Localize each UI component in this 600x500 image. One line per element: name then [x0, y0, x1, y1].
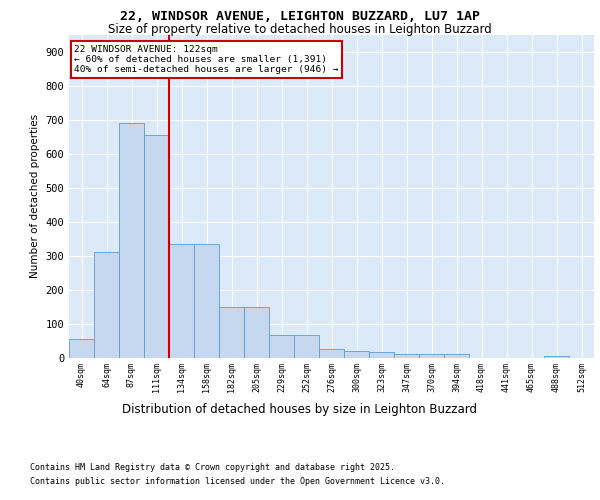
Bar	[394, 354, 419, 358]
Bar	[319, 349, 344, 358]
Bar	[344, 350, 369, 358]
Text: Contains public sector information licensed under the Open Government Licence v3: Contains public sector information licen…	[30, 478, 445, 486]
Bar	[269, 336, 294, 357]
Y-axis label: Number of detached properties: Number of detached properties	[30, 114, 40, 278]
Bar	[294, 336, 319, 357]
Bar	[119, 124, 144, 358]
Bar	[144, 135, 169, 358]
Text: Distribution of detached houses by size in Leighton Buzzard: Distribution of detached houses by size …	[122, 402, 478, 415]
Bar	[94, 252, 119, 358]
Bar	[444, 354, 469, 358]
Bar	[419, 354, 444, 358]
Text: 22 WINDSOR AVENUE: 122sqm
← 60% of detached houses are smaller (1,391)
40% of se: 22 WINDSOR AVENUE: 122sqm ← 60% of detac…	[74, 44, 339, 74]
Bar	[69, 339, 94, 357]
Bar	[169, 244, 194, 358]
Bar	[544, 356, 569, 358]
Text: 22, WINDSOR AVENUE, LEIGHTON BUZZARD, LU7 1AP: 22, WINDSOR AVENUE, LEIGHTON BUZZARD, LU…	[120, 10, 480, 23]
Text: Size of property relative to detached houses in Leighton Buzzard: Size of property relative to detached ho…	[108, 22, 492, 36]
Bar	[244, 306, 269, 358]
Bar	[219, 306, 244, 358]
Bar	[369, 352, 394, 358]
Bar	[194, 244, 219, 358]
Text: Contains HM Land Registry data © Crown copyright and database right 2025.: Contains HM Land Registry data © Crown c…	[30, 462, 395, 471]
